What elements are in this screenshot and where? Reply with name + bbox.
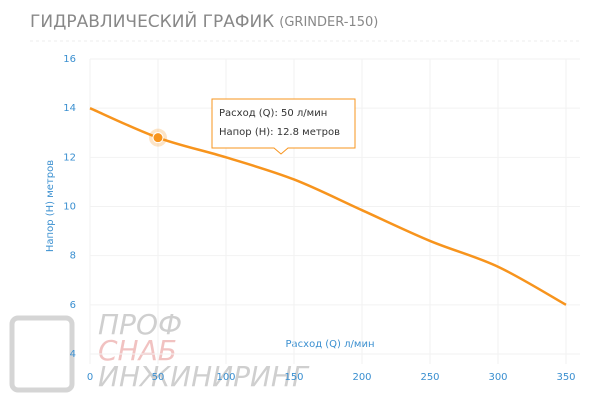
y-tick-label: 12 bbox=[63, 152, 76, 163]
y-tick-label: 10 bbox=[63, 202, 76, 213]
point-marker bbox=[152, 132, 164, 144]
wm-text: ИНЖИНИРИНГ bbox=[98, 360, 310, 393]
wm-text: ПРОФ bbox=[98, 308, 182, 341]
x-tick-label: 0 bbox=[87, 372, 93, 383]
y-tick-label: 16 bbox=[63, 54, 76, 65]
x-axis-label: Расход (Q) л/мин bbox=[286, 339, 375, 350]
title: ГИДРАВЛИЧЕСКИЙ ГРАФИК bbox=[30, 10, 274, 32]
y-tick-label: 4 bbox=[70, 349, 76, 360]
y-tick-label: 6 bbox=[70, 300, 76, 311]
tooltip: Расход (Q): 50 л/мин Напор (H): 12.8 метр… bbox=[211, 98, 356, 155]
wm-text: СНАБ bbox=[98, 334, 177, 367]
x-tick-label: 100 bbox=[216, 372, 235, 383]
x-tick-label: 300 bbox=[488, 372, 507, 383]
x-tick-label: 200 bbox=[352, 372, 371, 383]
tooltip-box bbox=[211, 98, 356, 155]
logo-icon bbox=[9, 315, 75, 393]
y-tick-label: 8 bbox=[70, 251, 76, 262]
x-tick-label: 50 bbox=[152, 372, 165, 383]
y-tick-label: 14 bbox=[63, 103, 76, 114]
x-tick-label: 150 bbox=[284, 372, 303, 383]
tooltip-text: Напор (H): 12.8 метров bbox=[219, 127, 340, 138]
x-tick-label: 350 bbox=[556, 372, 575, 383]
subtitle: (GRINDER-150) bbox=[279, 15, 378, 30]
tooltip-text: Расход (Q): 50 л/мин bbox=[219, 108, 327, 119]
series-line bbox=[89, 107, 567, 306]
y-axis-label: Напор (H) метров bbox=[45, 160, 56, 252]
watermark: ПРОФ СНАБ ИНЖИНИРИНГ bbox=[9, 308, 310, 393]
x-tick-label: 250 bbox=[420, 372, 439, 383]
chart-title: ГИДРАВЛИЧЕСКИЙ ГРАФИК (GRINDER-150) bbox=[30, 10, 378, 32]
